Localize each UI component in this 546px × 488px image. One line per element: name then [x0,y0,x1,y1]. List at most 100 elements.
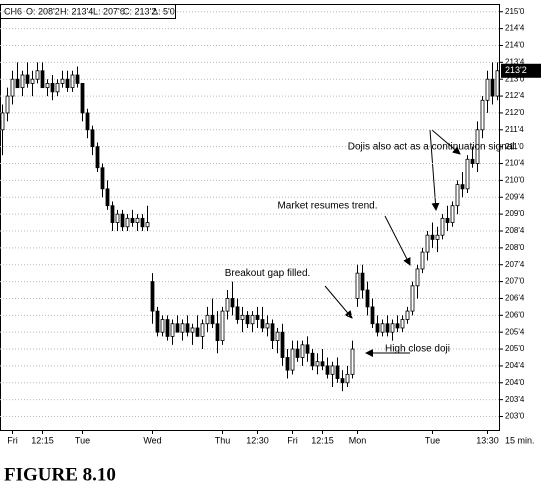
arrow [431,129,461,155]
candle-body [470,158,475,164]
candle-body [125,217,130,228]
candle-body [100,167,105,190]
y-tick-label: 207'0 [505,277,525,286]
figure-caption: FIGURE 8.10 [4,464,116,485]
candle-body [0,112,5,131]
candle-body [390,323,395,333]
candle-body [480,99,485,131]
x-tick-label: Fri [7,435,18,445]
candle-body [45,83,50,89]
y-tick-label: 209'4 [505,192,525,201]
arrow [384,215,411,266]
candle-body [280,331,285,358]
candle-body [440,217,445,236]
candle-body [305,344,310,354]
y-tick-label: 207'4 [505,260,525,269]
x-tick-label: 12:30 [246,435,269,445]
y-tick-label: 210'4 [505,159,525,168]
candle-body [490,78,495,97]
candle-body [360,272,365,291]
candle-body [405,310,410,320]
last-price-label: 213'2 [505,65,527,75]
candle-body [240,314,245,320]
candle-body [185,323,190,333]
candle-body [335,365,340,379]
x-tick-label: Thu [215,435,231,445]
candle-body [90,129,95,148]
candle-body [380,323,385,333]
candle-body [415,268,420,287]
candle-body [285,357,290,371]
candle-body [245,314,250,325]
y-tick-label: 210'0 [505,176,525,185]
candle-body [35,70,40,80]
arrow [324,285,353,319]
candle-body [135,217,140,223]
candle-body [105,188,110,207]
candle-body [20,74,25,89]
candle-body [10,78,15,97]
annotation: High close doji [385,344,450,355]
candle-body [195,327,200,337]
candle-body [170,323,175,337]
candle-body [250,314,255,325]
y-tick-label: 205'4 [505,327,525,336]
arrow [429,129,440,211]
candle-body [255,314,260,320]
candle-body [65,78,70,89]
candle-body [260,319,265,329]
candle-body [275,331,280,342]
candle-body [395,323,400,329]
candle-body [60,78,65,84]
y-tick-label: 204'0 [505,378,525,387]
candle-body [290,348,295,371]
x-tick-label: 12:15 [311,435,334,445]
x-tick-label: Tue [75,435,90,445]
candle-body [325,365,330,375]
candle-body [70,74,75,89]
candle-body [180,323,185,333]
candle-body [40,70,45,89]
y-tick-label: 204'4 [505,361,525,370]
candle-body [460,184,465,190]
candle-body [475,129,480,164]
candle-body [120,213,125,228]
candle-body [175,323,180,333]
y-tick-label: 212'0 [505,108,525,117]
y-tick-label: 203'0 [505,412,525,421]
candle-body [140,217,145,228]
candle-body [205,314,210,325]
candle-body [485,78,490,101]
candle-body [265,323,270,329]
candle-body [385,323,390,333]
y-tick-label: 208'4 [505,226,525,235]
y-tick-label: 215'0 [505,7,525,16]
candle-body [160,319,165,333]
x-tick-label: Tue [425,435,440,445]
candle-body [425,234,430,253]
annotation-arrows [324,129,461,357]
candle-body [215,323,220,342]
y-tick-label: 213'4 [505,57,525,66]
candle-body [450,205,455,223]
y-tick-label: 206'4 [505,294,525,303]
candle-body [15,78,20,89]
candle-body [340,378,345,384]
y-tick-label: 211'0 [505,142,524,151]
candle-body [75,74,80,84]
y-tick-label: 213'0 [505,74,525,83]
candle-body [80,83,85,114]
x-tick-label: Fri [287,435,298,445]
candle-body [110,205,115,223]
header-change: Δ: 5'0 [152,6,175,16]
candle-body [5,95,10,114]
candle-body [165,319,170,337]
y-tick-label: 214'4 [505,24,525,33]
candle-body [85,112,90,131]
candle-body [55,83,60,93]
candle-body [315,361,320,367]
y-tick-label: 203'4 [505,395,525,404]
y-tick-label: 205'0 [505,344,525,353]
x-tick-label: 12:15 [31,435,54,445]
